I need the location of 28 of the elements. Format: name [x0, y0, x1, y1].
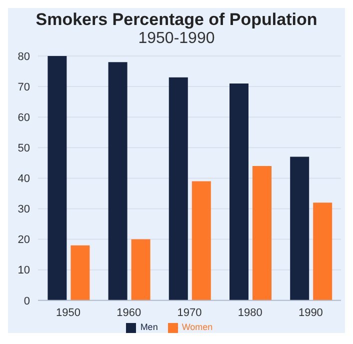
- y-tick-label: 70: [18, 81, 30, 94]
- bar: [108, 62, 128, 300]
- y-tick-label: 0: [24, 295, 30, 308]
- legend-label: Women: [182, 322, 213, 332]
- y-tick-label: 20: [18, 234, 30, 246]
- y-tick-label: 40: [18, 173, 30, 186]
- bar: [290, 156, 310, 300]
- bar: [48, 56, 67, 300]
- bar: [229, 83, 248, 300]
- bar: [70, 245, 90, 300]
- x-tick-label: 1980: [238, 307, 262, 320]
- bar: [192, 181, 211, 300]
- bar: [252, 166, 272, 300]
- bar: [131, 239, 150, 300]
- bar: [168, 77, 188, 300]
- y-tick-label: 30: [18, 204, 30, 216]
- chart-subtitle: 1950-1990: [137, 30, 216, 48]
- y-tick-label: 60: [18, 112, 30, 124]
- x-tick-label: 1970: [177, 307, 202, 320]
- legend-label: Men: [140, 322, 158, 332]
- x-tick-label: 1950: [56, 307, 81, 320]
- bar: [313, 202, 332, 300]
- y-tick-label: 50: [18, 142, 30, 155]
- y-tick-label: 80: [18, 50, 30, 63]
- x-tick-label: 1990: [298, 307, 323, 320]
- y-tick-label: 10: [18, 264, 30, 277]
- x-tick-label: 1960: [116, 307, 142, 320]
- chart-title: Smokers Percentage of Population: [34, 9, 318, 30]
